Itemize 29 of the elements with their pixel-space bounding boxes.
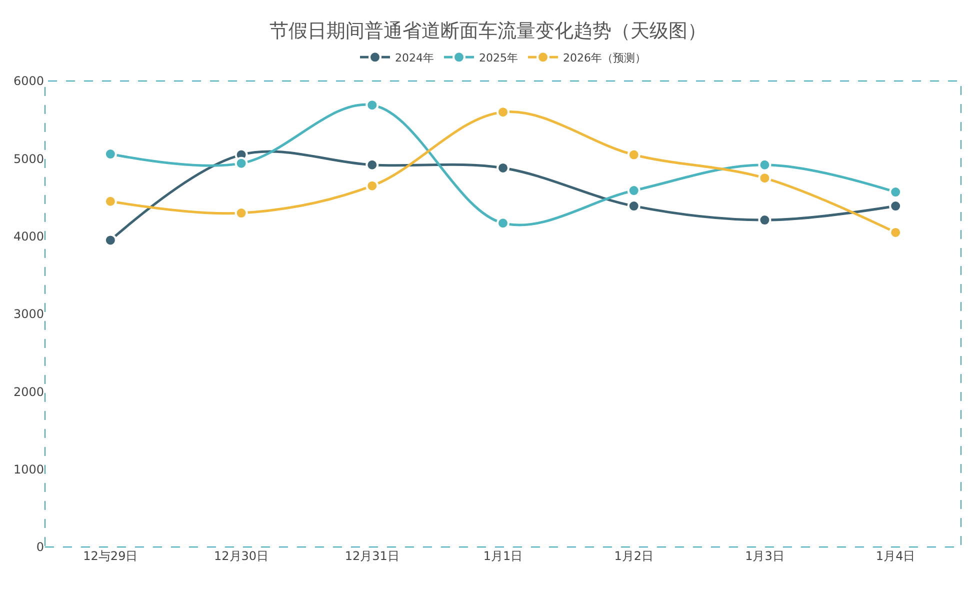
x-tick-label: 12月31日: [344, 549, 400, 563]
y-tick-label: 6000: [13, 74, 44, 88]
point: [758, 158, 772, 172]
x-tick-label: 12与29日: [83, 549, 138, 563]
x-tick-label: 1月2日: [614, 549, 654, 563]
point: [104, 234, 117, 247]
point: [366, 179, 379, 192]
point: [234, 156, 248, 170]
point: [366, 98, 379, 112]
point: [496, 106, 510, 119]
y-tick-label: 0: [36, 540, 44, 554]
x-tick-label: 1月1日: [483, 549, 523, 563]
chart-title: 节假日期间普通省道断面车流量变化趋势（天级图）: [270, 20, 706, 42]
y-tick-label: 3000: [13, 307, 44, 322]
legend-label: 2025年: [479, 51, 518, 64]
x-tick-label: 12月30日: [214, 549, 269, 563]
y-tick-label: 2000: [13, 384, 44, 399]
y-tick-label: 1000: [13, 462, 44, 477]
x-tick-label: 1月4日: [876, 549, 916, 563]
point: [104, 194, 117, 208]
y-tick-label: 4000: [13, 230, 44, 244]
legend-label: 2024年: [395, 51, 434, 64]
point: [758, 172, 772, 185]
legend-label: 2026年（预测）: [563, 51, 646, 64]
point: [496, 216, 510, 230]
x-tick-label: 1月3日: [745, 549, 784, 563]
point: [627, 148, 640, 162]
point: [366, 158, 379, 172]
y-tick-label: 5000: [13, 152, 44, 166]
